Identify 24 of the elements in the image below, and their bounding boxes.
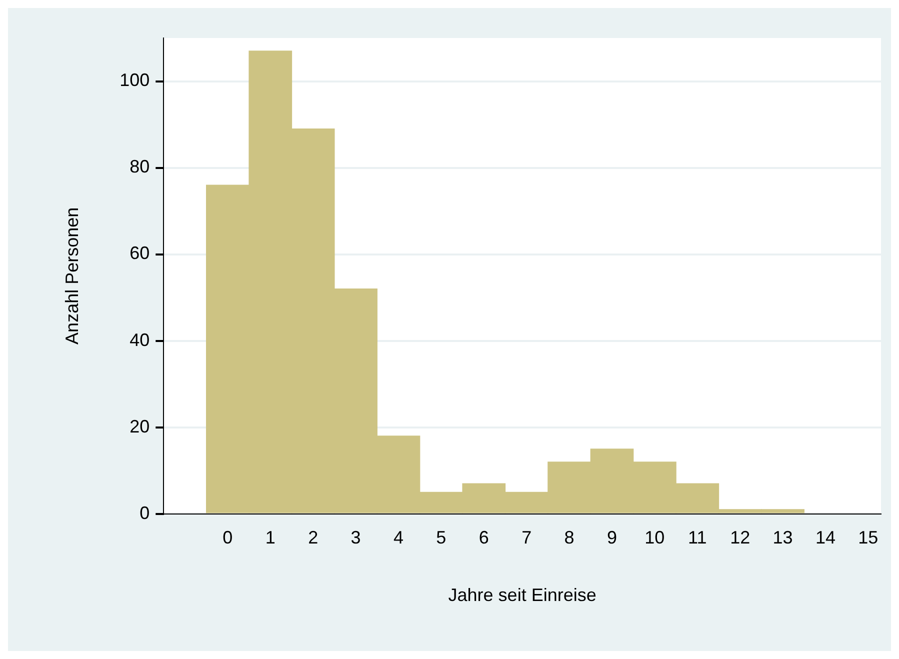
x-axis-title: Jahre seit Einreise	[448, 585, 596, 606]
y-tick-label: 60	[130, 243, 150, 264]
x-tick-label: 9	[606, 528, 617, 548]
x-tick-label: 8	[564, 528, 574, 548]
y-tick-label: 20	[130, 416, 150, 436]
x-tick-label: 1	[265, 528, 276, 548]
y-tick-label: 100	[120, 70, 150, 90]
y-tick-label: 40	[130, 330, 150, 350]
x-tick-label: 11	[688, 528, 707, 548]
x-tick-label: 14	[815, 528, 836, 548]
x-tick-label: 13	[772, 528, 793, 548]
x-tick-label: 12	[730, 528, 750, 548]
y-tick-label: 80	[130, 156, 150, 177]
y-tick-label: 0	[140, 502, 150, 523]
x-tick-label: 5	[436, 528, 446, 548]
x-tick-label: 10	[644, 528, 665, 548]
x-tick-label: 2	[308, 528, 318, 548]
x-tick-label: 4	[393, 528, 404, 548]
y-axis-title: Anzahl Personen	[62, 207, 82, 344]
x-tick-label: 7	[522, 528, 532, 548]
x-tick-label: 3	[350, 528, 361, 548]
x-tick-label: 6	[478, 528, 489, 548]
x-tick-label: 15	[858, 528, 878, 548]
x-tick-label: 0	[222, 528, 233, 548]
